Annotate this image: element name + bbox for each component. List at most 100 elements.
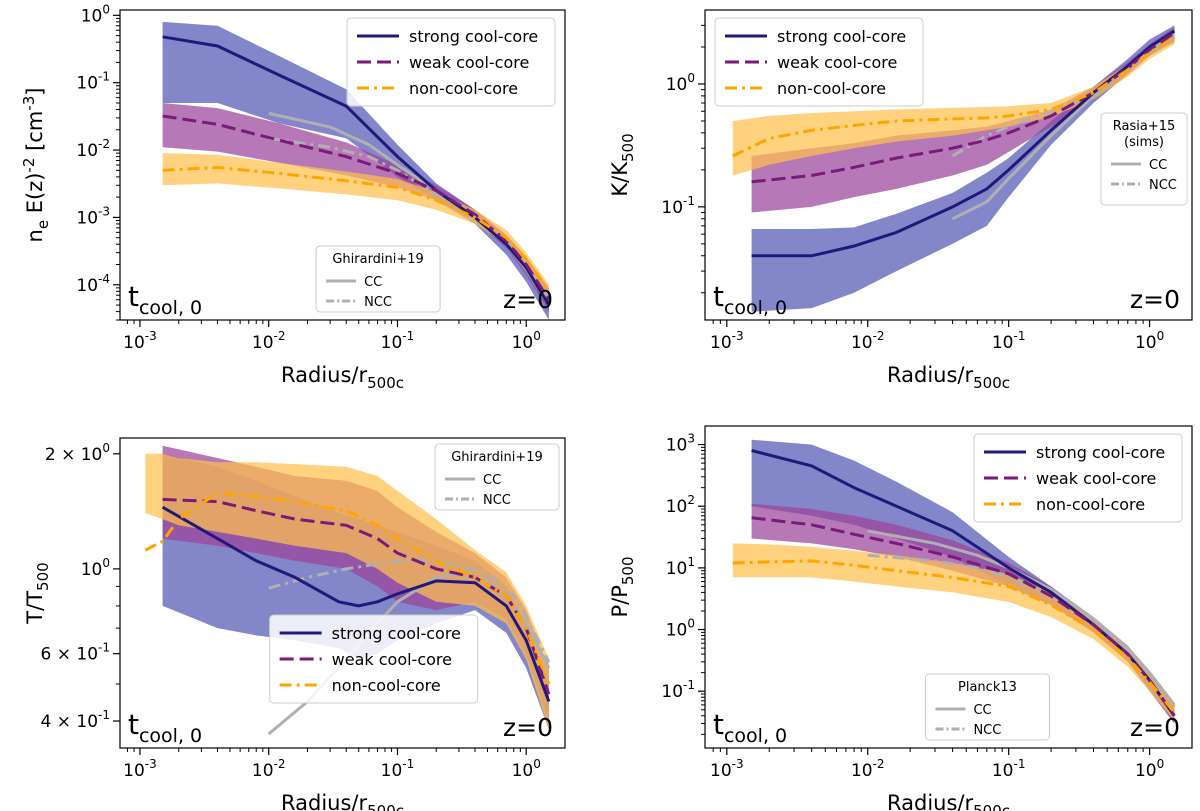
tcool-label: tcool, 0: [713, 280, 787, 319]
x-tick-label: 10-1: [992, 757, 1026, 781]
reference-label-ncc: NCC: [1149, 178, 1177, 193]
reference-ncc-line: [867, 553, 1176, 709]
reference-legend: Planck13 CC NCC: [924, 673, 1050, 741]
x-axis-label: Radius/r500c: [281, 791, 404, 811]
y-tick-label: 103: [666, 432, 695, 456]
reference-legend-title: Ghirardini+19: [451, 450, 543, 465]
reference-label-cc: CC: [364, 275, 382, 290]
x-tick-label: 100: [1135, 757, 1164, 781]
y-tick-label: 10-2: [76, 137, 110, 161]
x-axis-label: Radius/r500c: [281, 363, 404, 392]
y-tick-label: 10-1: [76, 70, 110, 94]
tcool-label: tcool, 0: [713, 708, 787, 747]
panel-pressure: 10-3 10-2 10-1 100 10-1 100 101 102 103 Radius/r5…: [608, 425, 1193, 811]
legend-label-scc: strong cool-core: [409, 27, 538, 46]
y-tick-label: 100: [81, 556, 110, 580]
legend-label-ncc: non-cool-core: [777, 79, 886, 98]
reference-label-cc: CC: [973, 703, 991, 718]
redshift-label: z=0: [503, 713, 553, 742]
reference-cc-line: [867, 529, 1176, 706]
y-tick-label: 101: [666, 555, 695, 579]
ncc-scatter-band: [145, 453, 549, 730]
x-axis-label: Radius/r500c: [887, 363, 1010, 392]
y-tick-label: 100: [666, 617, 695, 641]
legend: strong cool-core weak cool-core non-cool-c…: [973, 433, 1183, 523]
panel-density: 10-3 10-2 10-1 100 10-4 10-3 10-2 10-1 100 Radius…: [20, 2, 566, 392]
wcc-median-line: [751, 31, 1176, 184]
reference-legend: Rasia+15(sims) CC NCC: [1100, 112, 1188, 206]
y-axis-label: K/K500: [608, 133, 637, 196]
scc-median-line: [751, 29, 1176, 258]
tcool-label: tcool, 0: [128, 708, 202, 747]
reference-label-cc: CC: [1149, 158, 1167, 173]
reference-legend: Ghirardini+19 CC NCC: [434, 443, 560, 511]
x-tick-label: 10-2: [851, 757, 885, 781]
axes-frame: [704, 425, 1193, 749]
tcool-label: tcool, 0: [128, 280, 202, 319]
x-tick-label: 10-2: [252, 329, 286, 353]
plot-area: [732, 25, 1176, 312]
reference-label-ncc: NCC: [483, 493, 511, 508]
reference-legend: Ghirardini+19 CC NCC: [315, 245, 441, 313]
legend-box: [346, 17, 556, 107]
reference-legend-subtitle: (sims): [1124, 135, 1164, 150]
legend-label-wcc: weak cool-core: [332, 650, 452, 669]
y-tick-label: 10-1: [661, 194, 695, 218]
plot-area: [732, 439, 1176, 724]
x-tick-label: 10-1: [992, 329, 1026, 353]
reference-legend-box: [1100, 112, 1188, 206]
reference-legend-box: [434, 443, 560, 511]
x-tick-label: 10-1: [381, 329, 415, 353]
reference-label-cc: CC: [483, 473, 501, 488]
wcc-median-line: [162, 114, 551, 301]
x-tick-label: 100: [512, 329, 541, 353]
y-axis-label: P/P500: [608, 556, 637, 617]
y-tick-label: 10-4: [76, 272, 110, 296]
x-tick-label: 10-3: [710, 329, 744, 353]
y-tick-label: 2 × 100: [45, 441, 110, 465]
panel-entropy: 10-3 10-2 10-1 100 10-1 100 Radius/r500c K/K500…: [608, 9, 1193, 392]
redshift-label: z=0: [1130, 285, 1180, 314]
legend-box: [714, 17, 924, 107]
scc-scatter-band: [162, 21, 549, 320]
x-tick-label: 10-1: [381, 757, 415, 781]
y-tick-label: 10-1: [661, 678, 695, 702]
reference-legend-title: Rasia+15: [1113, 119, 1176, 134]
y-tick-label: 6 × 10-1: [41, 641, 110, 665]
reference-legend-title: Ghirardini+19: [332, 252, 424, 267]
scc-median-line: [161, 505, 551, 703]
legend: strong cool-core weak cool-core non-cool-c…: [346, 17, 556, 107]
y-axis-label: T/T500: [23, 562, 52, 624]
redshift-label: z=0: [1130, 713, 1180, 742]
x-tick-label: 10-3: [123, 757, 157, 781]
reference-label-ncc: NCC: [364, 295, 392, 310]
y-tick-label: 100: [81, 2, 110, 26]
plot-area: [162, 21, 551, 320]
legend-label-wcc: weak cool-core: [1036, 469, 1156, 488]
panel-temperature: 10-3 10-2 10-1 100 4 × 10-1 6 × 10-1 100 2 × 10…: [23, 437, 566, 811]
y-tick-label: 102: [666, 493, 695, 517]
legend-box: [973, 433, 1183, 523]
legend-label-ncc: non-cool-core: [332, 676, 441, 695]
legend-label-wcc: weak cool-core: [409, 53, 529, 72]
reference-legend-box: [315, 245, 441, 313]
legend-label-wcc: weak cool-core: [777, 53, 897, 72]
wcc-median-line: [751, 516, 1176, 717]
ncc-median-line: [732, 36, 1176, 158]
y-tick-label: 100: [666, 71, 695, 95]
ncc-scatter-band: [732, 31, 1175, 176]
legend: strong cool-core weak cool-core non-cool-c…: [269, 614, 479, 704]
x-tick-label: 10-3: [710, 757, 744, 781]
redshift-label: z=0: [503, 285, 553, 314]
scc-scatter-band: [751, 25, 1175, 312]
reference-legend-box: [924, 673, 1050, 741]
ncc-median-line: [144, 491, 551, 685]
reference-legend-title: Planck13: [958, 680, 1017, 695]
scc-median-line: [751, 449, 1176, 717]
x-tick-label: 100: [512, 757, 541, 781]
y-axis-label: ne E(z)-2 [cm-3]: [20, 88, 52, 243]
legend-label-scc: strong cool-core: [777, 27, 906, 46]
ncc-median-line: [162, 165, 551, 293]
axes-frame: [704, 9, 1193, 321]
